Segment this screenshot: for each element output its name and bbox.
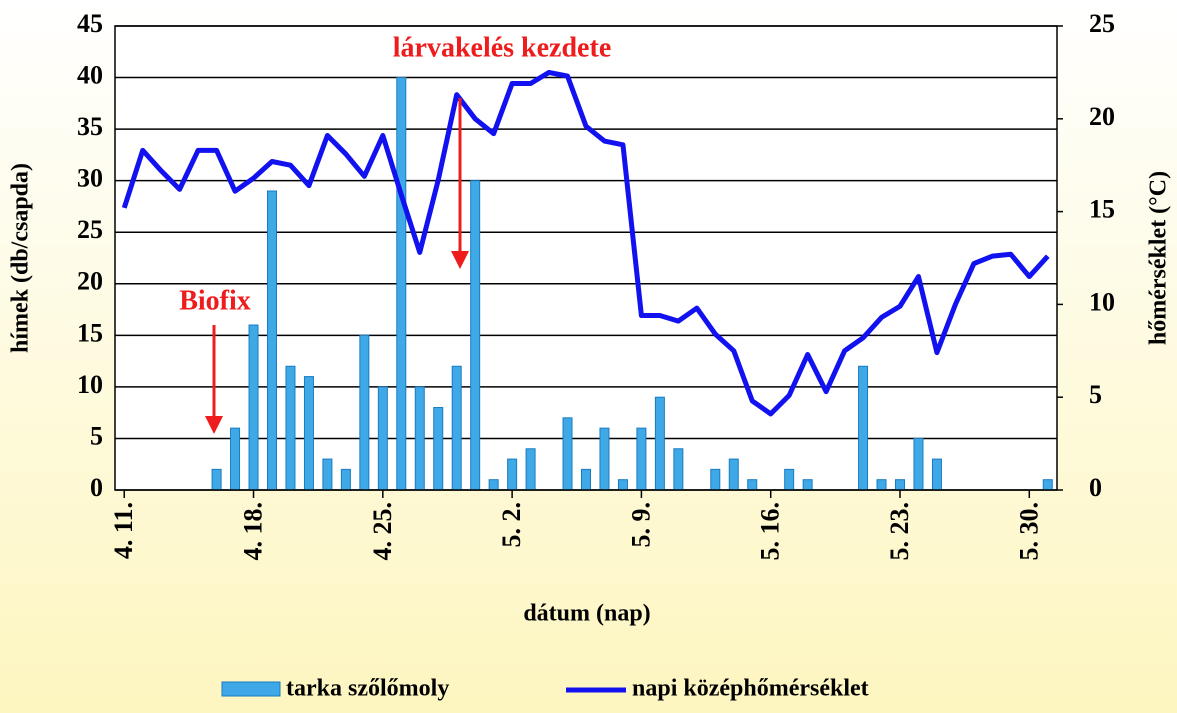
y-tick-label: 40 [77, 61, 103, 90]
legend-label: tarka szőlőmoly [286, 676, 449, 702]
bar [507, 458, 518, 491]
x-tick-label: 5. 30. [1014, 502, 1043, 561]
y2-tick-label: 5 [1089, 380, 1102, 409]
bar [654, 396, 665, 491]
x-tick-label: 4. 25. [368, 502, 397, 561]
y2-axis-title: hőmérséklet (°C) [1146, 171, 1172, 345]
bar [895, 479, 905, 491]
bar [248, 324, 259, 491]
x-tick-label: 5. 2. [497, 502, 526, 548]
bar [784, 468, 795, 491]
bar [488, 479, 499, 491]
bar [433, 407, 444, 491]
y-tick-label: 35 [77, 112, 103, 141]
bar [710, 468, 721, 491]
bar [1042, 479, 1053, 491]
bar [858, 365, 869, 491]
x-tick-label: 4. 11. [109, 502, 138, 559]
bar [230, 427, 241, 491]
bar [617, 479, 628, 491]
y2-tick-label: 20 [1089, 102, 1115, 131]
y-tick-label: 0 [90, 473, 103, 502]
bar [728, 458, 739, 491]
x-tick-label: 5. 16. [756, 502, 785, 561]
bar [747, 479, 758, 491]
annotation: lárvakelés kezdete [393, 32, 612, 63]
y2-tick-label: 25 [1089, 9, 1115, 38]
bar [673, 448, 684, 491]
x-tick-label: 4. 18. [238, 502, 267, 561]
x-tick-label: 5. 23. [885, 502, 914, 561]
bar [285, 365, 296, 491]
y-tick-label: 5 [90, 421, 103, 450]
y-tick-label: 20 [77, 267, 103, 296]
bar [931, 458, 942, 491]
y-tick-label: 45 [77, 9, 103, 38]
bar [525, 448, 536, 491]
bar [876, 479, 887, 491]
bar [340, 468, 351, 491]
y2-tick-label: 0 [1089, 473, 1102, 502]
bar [267, 190, 277, 491]
y-tick-label: 30 [77, 164, 103, 193]
bar [451, 365, 462, 491]
bar [211, 468, 222, 491]
bar [303, 376, 314, 491]
bar [414, 386, 425, 491]
y-tick-label: 10 [77, 370, 103, 399]
y-axis-title: hímek (db/csapda) [8, 163, 34, 353]
bar [322, 458, 333, 491]
bar [396, 77, 407, 491]
bar [581, 468, 591, 491]
legend-swatch [221, 681, 281, 697]
legend: tarka szőlőmoly napi középhőmérséklet [221, 676, 869, 702]
bar [913, 437, 924, 491]
bar [470, 180, 481, 491]
bar [636, 427, 647, 491]
y-tick-label: 25 [77, 215, 103, 244]
bar [359, 334, 370, 491]
bar [802, 479, 813, 491]
y2-tick-label: 10 [1089, 287, 1115, 316]
legend-label: napi középhőmérséklet [632, 676, 869, 702]
bar [599, 427, 610, 491]
annotation: Biofix [179, 285, 251, 316]
line [121, 69, 1050, 417]
plot-border [114, 25, 1058, 491]
y-tick-label: 15 [77, 318, 103, 347]
y2-tick-label: 15 [1089, 195, 1115, 224]
x-tick-label: 5. 9. [626, 502, 655, 548]
bar [377, 386, 388, 491]
bar [562, 417, 573, 491]
x-axis-title: dátum (nap) [523, 601, 650, 627]
